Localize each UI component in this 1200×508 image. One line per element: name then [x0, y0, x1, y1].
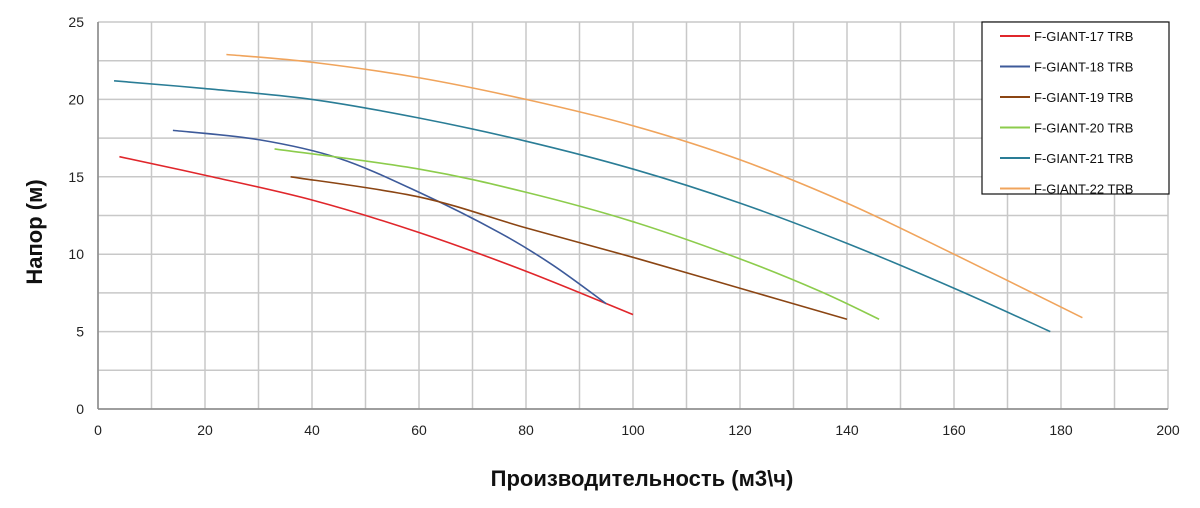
y-tick-label: 20 — [68, 91, 84, 107]
y-axis-title: Напор (м) — [22, 179, 47, 284]
x-tick-label: 140 — [835, 422, 859, 438]
series-line-f-giant-22-trb — [226, 53, 1083, 319]
series-line-f-giant-20-trb — [274, 148, 880, 320]
y-tick-label: 10 — [68, 246, 84, 262]
x-tick-label: 20 — [197, 422, 213, 438]
series-line-f-giant-19-trb — [290, 176, 848, 320]
x-axis-title: Производительность (м3\ч) — [491, 466, 794, 491]
series-line-f-giant-21-trb — [113, 80, 1051, 333]
y-tick-label: 0 — [76, 401, 84, 417]
legend-label: F-GIANT-17 TRB — [1034, 29, 1133, 44]
series-line-f-giant-17-trb — [119, 155, 634, 316]
legend-label: F-GIANT-22 TRB — [1034, 182, 1133, 197]
series-line-f-giant-18-trb — [172, 129, 607, 305]
x-tick-labels: 0 20 40 60 80 100 120 140 160 180 200 — [94, 422, 1180, 438]
x-tick-label: 200 — [1156, 422, 1180, 438]
x-tick-label: 40 — [304, 422, 320, 438]
legend-label: F-GIANT-21 TRB — [1034, 151, 1133, 166]
legend: F-GIANT-17 TRB F-GIANT-18 TRB F-GIANT-19 T… — [981, 21, 1170, 197]
x-tick-label: 60 — [411, 422, 427, 438]
x-tick-label: 120 — [728, 422, 752, 438]
series-lines — [113, 53, 1083, 333]
legend-box — [981, 21, 1170, 195]
y-tick-label: 25 — [68, 14, 84, 30]
y-tick-label: 5 — [76, 324, 84, 340]
x-tick-label: 100 — [621, 422, 645, 438]
x-tick-label: 160 — [942, 422, 966, 438]
axes — [97, 22, 1168, 410]
x-tick-label: 80 — [518, 422, 534, 438]
legend-label: F-GIANT-18 TRB — [1034, 60, 1133, 75]
x-tick-label: 0 — [94, 422, 102, 438]
y-tick-labels: 0 5 10 15 20 25 — [68, 14, 84, 417]
legend-label: F-GIANT-19 TRB — [1034, 90, 1133, 105]
x-tick-label: 180 — [1049, 422, 1073, 438]
y-tick-label: 15 — [68, 169, 84, 185]
legend-label: F-GIANT-20 TRB — [1034, 121, 1133, 136]
